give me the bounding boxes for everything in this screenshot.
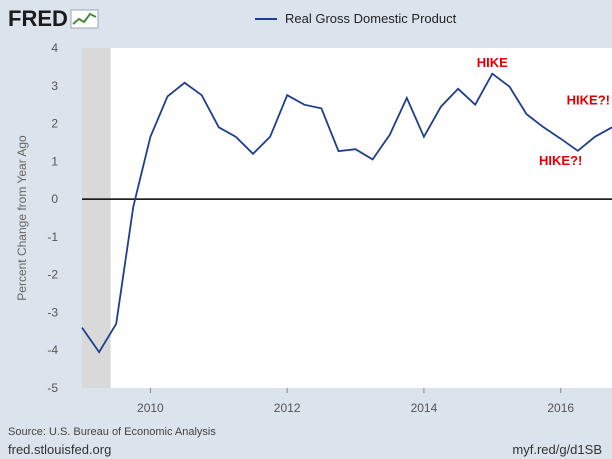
source-text: Source: U.S. Bureau of Economic Analysis bbox=[8, 426, 216, 438]
fred-url-link[interactable]: fred.stlouisfed.org bbox=[8, 442, 112, 457]
y-tick-label: -3 bbox=[47, 305, 58, 319]
x-tick-label: 2014 bbox=[411, 401, 438, 415]
x-tick-label: 2010 bbox=[137, 401, 164, 415]
y-tick-label: 2 bbox=[51, 117, 58, 131]
y-tick-label: 1 bbox=[51, 154, 58, 168]
annotation-hike-0: HIKE bbox=[477, 55, 508, 70]
legend-label: Real Gross Domestic Product bbox=[285, 11, 457, 26]
y-tick-label: -2 bbox=[47, 268, 58, 282]
x-tick-label: 2016 bbox=[547, 401, 574, 415]
y-tick-label: 3 bbox=[51, 79, 58, 93]
legend: Real Gross Domestic Product bbox=[255, 11, 456, 26]
y-tick-label: -5 bbox=[47, 381, 58, 395]
short-url-link[interactable]: myf.red/g/d1SB bbox=[512, 442, 602, 457]
fred-chart-icon bbox=[70, 9, 99, 29]
annotation-hike-2: HIKE?! bbox=[567, 93, 610, 108]
x-tick-label: 2012 bbox=[274, 401, 301, 415]
annotation-hike-1: HIKE?! bbox=[539, 153, 582, 168]
y-tick-label: 0 bbox=[51, 192, 58, 206]
y-axis-label: Percent Change from Year Ago bbox=[15, 135, 29, 301]
y-tick-label: -1 bbox=[47, 230, 58, 244]
recession-band-0 bbox=[82, 48, 111, 388]
logo-text: FRED bbox=[8, 6, 68, 31]
legend-swatch bbox=[255, 17, 277, 20]
y-tick-label: 4 bbox=[51, 41, 58, 55]
series-line-real-gdp bbox=[81, 72, 612, 354]
fred-logo[interactable]: FRED bbox=[8, 6, 100, 32]
y-tick-label: -4 bbox=[47, 343, 58, 357]
plot-area bbox=[82, 48, 612, 388]
